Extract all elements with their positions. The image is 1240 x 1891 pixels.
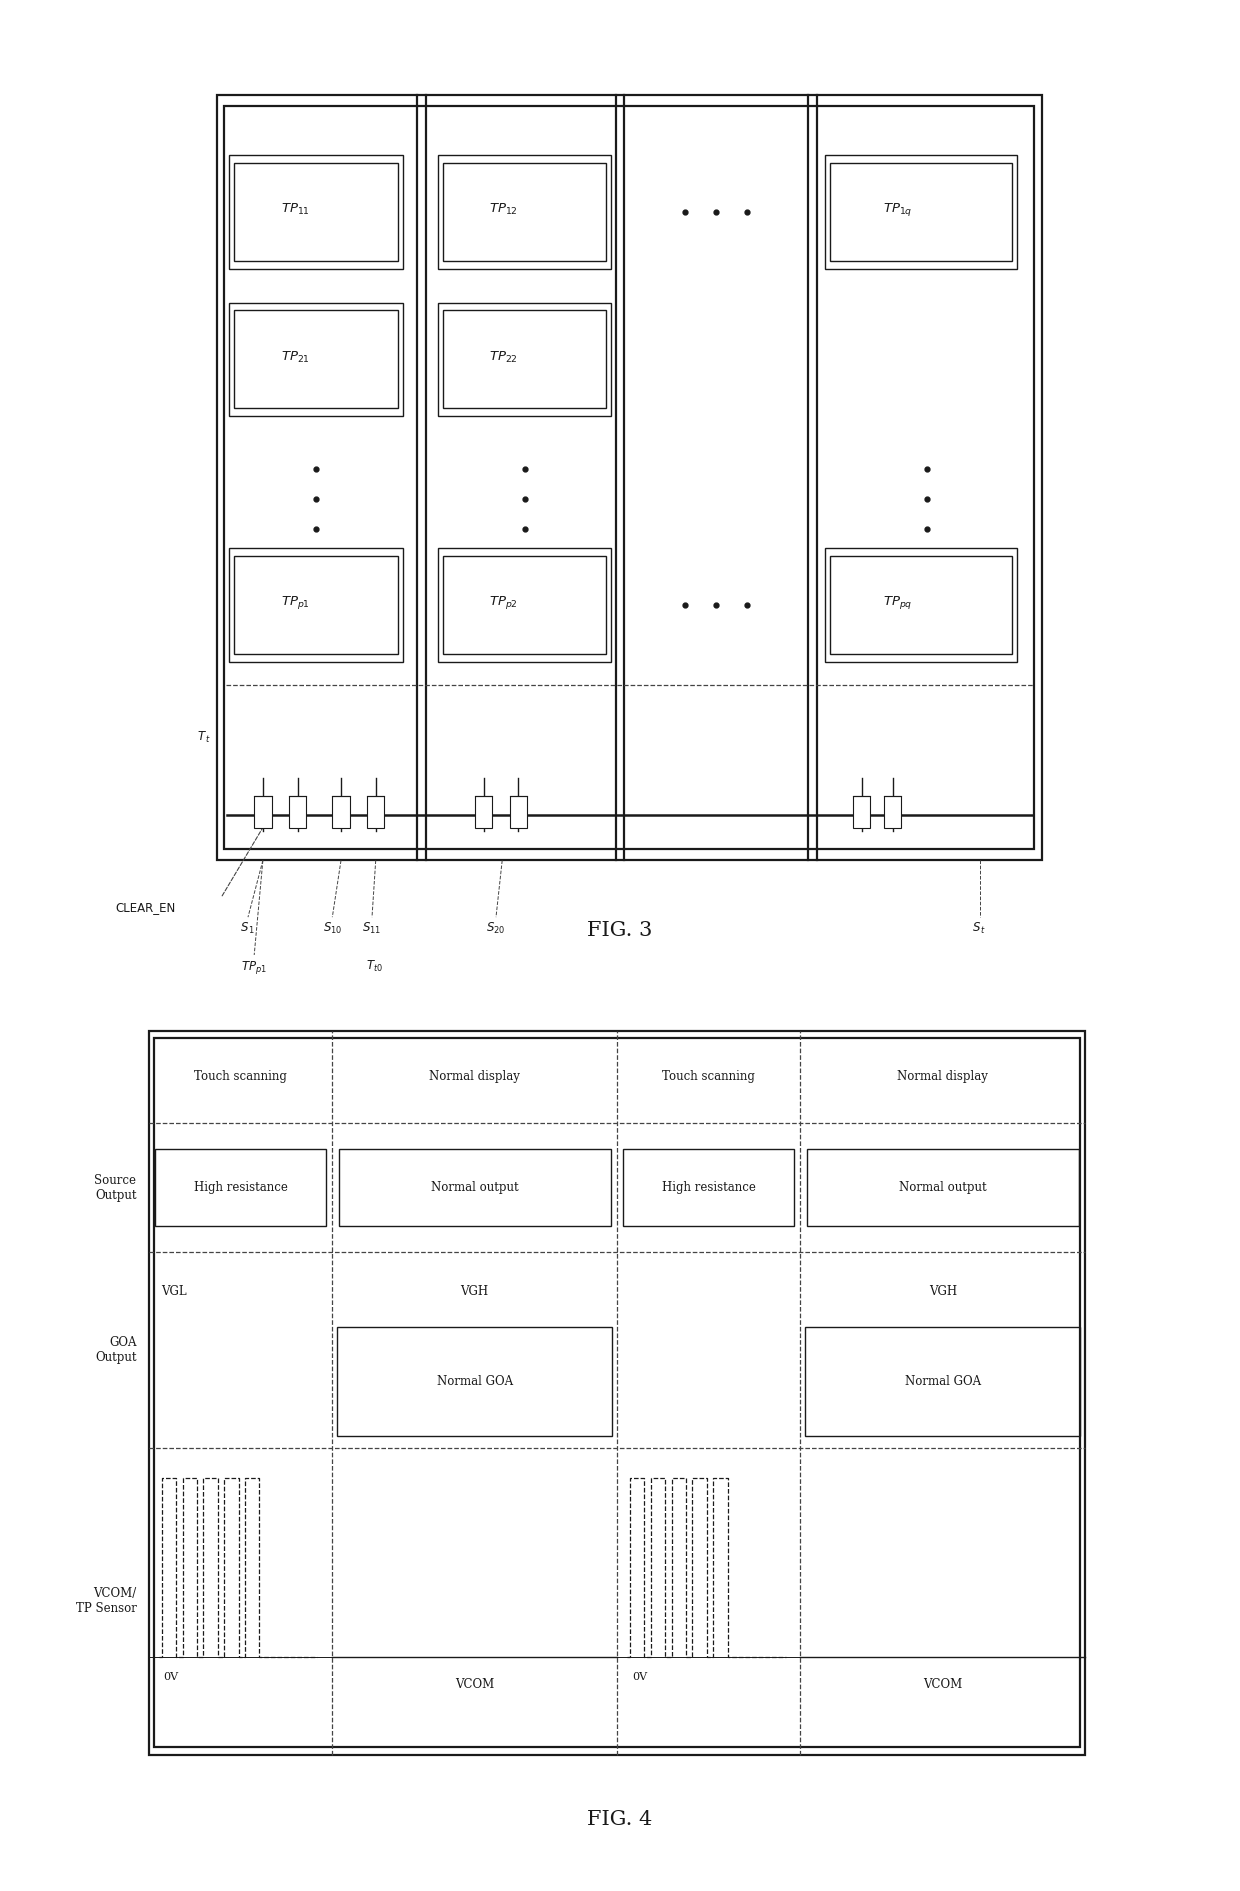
Text: VCOM: VCOM — [455, 1677, 495, 1691]
Bar — [337, 1326, 613, 1435]
Text: $S_{20}$: $S_{20}$ — [486, 921, 506, 936]
Text: $\mathit{TP}_{p1}$: $\mathit{TP}_{p1}$ — [281, 594, 310, 611]
Bar — [475, 796, 492, 828]
Text: Touch scanning: Touch scanning — [195, 1070, 286, 1084]
Text: VGL: VGL — [161, 1284, 187, 1297]
Text: $\mathit{TP}_{21}$: $\mathit{TP}_{21}$ — [281, 350, 310, 365]
Bar — [229, 155, 403, 269]
Text: FIG. 4: FIG. 4 — [588, 1810, 652, 1829]
Text: High resistance: High resistance — [662, 1182, 755, 1195]
Bar — [510, 796, 527, 828]
Text: $T_{t0}$: $T_{t0}$ — [366, 959, 383, 974]
Bar — [884, 796, 901, 828]
Text: $S_{\,1}$: $S_{\,1}$ — [241, 921, 255, 936]
Bar — [229, 548, 403, 662]
Text: $\mathit{TP}_{22}$: $\mathit{TP}_{22}$ — [490, 350, 518, 365]
Text: $\mathit{TP}_{12}$: $\mathit{TP}_{12}$ — [490, 202, 518, 217]
Bar — [289, 796, 306, 828]
Bar — [234, 310, 398, 408]
Text: Normal display: Normal display — [898, 1070, 988, 1084]
Bar — [367, 796, 384, 828]
Bar — [830, 163, 1012, 261]
Bar — [807, 1150, 1079, 1227]
Bar — [229, 303, 403, 416]
Bar — [853, 796, 870, 828]
Text: FIG. 3: FIG. 3 — [588, 921, 652, 940]
Text: CLEAR_EN: CLEAR_EN — [115, 902, 176, 913]
Text: Normal output: Normal output — [430, 1182, 518, 1195]
Bar — [806, 1326, 1080, 1435]
Text: Normal output: Normal output — [899, 1182, 987, 1195]
Text: GOA
Output: GOA Output — [95, 1335, 136, 1363]
Text: 0V: 0V — [632, 1672, 647, 1681]
Text: $\mathit{TP}_{11}$: $\mathit{TP}_{11}$ — [281, 202, 310, 217]
Text: $\mathit{TP}_{1q}$: $\mathit{TP}_{1q}$ — [883, 200, 913, 217]
Bar — [254, 796, 272, 828]
Bar — [234, 163, 398, 261]
Bar — [224, 106, 1034, 849]
Text: VCOM/
TP Sensor: VCOM/ TP Sensor — [76, 1587, 136, 1615]
Text: Source
Output: Source Output — [94, 1174, 136, 1203]
Bar — [154, 1038, 1080, 1747]
Text: High resistance: High resistance — [193, 1182, 288, 1195]
Text: $T_{\,t}$: $T_{\,t}$ — [197, 730, 211, 745]
Bar — [443, 556, 606, 654]
Text: $S_{\,t}$: $S_{\,t}$ — [972, 921, 987, 936]
Text: $\mathit{TP}_{pq}$: $\mathit{TP}_{pq}$ — [883, 594, 913, 611]
Bar — [825, 548, 1017, 662]
Bar — [624, 1150, 795, 1227]
Text: $\mathit{TP}_{p2}$: $\mathit{TP}_{p2}$ — [490, 594, 518, 611]
Bar — [438, 548, 611, 662]
Text: VCOM: VCOM — [923, 1677, 962, 1691]
Bar — [339, 1150, 611, 1227]
Text: Touch scanning: Touch scanning — [662, 1070, 755, 1084]
Bar — [830, 556, 1012, 654]
Bar — [332, 796, 350, 828]
Text: VGH: VGH — [929, 1284, 957, 1297]
Text: Normal GOA: Normal GOA — [436, 1375, 512, 1388]
Bar — [443, 310, 606, 408]
Text: $TP_{p1}$: $TP_{p1}$ — [242, 959, 267, 976]
Bar — [438, 155, 611, 269]
Text: $S_{11}$: $S_{11}$ — [362, 921, 382, 936]
Bar — [438, 303, 611, 416]
Bar — [155, 1150, 326, 1227]
Bar — [149, 1031, 1085, 1755]
Text: Normal GOA: Normal GOA — [905, 1375, 981, 1388]
Bar — [217, 95, 1042, 860]
Text: 0V: 0V — [164, 1672, 179, 1681]
Text: VGH: VGH — [460, 1284, 489, 1297]
Bar — [825, 155, 1017, 269]
Text: $S_{10}$: $S_{10}$ — [322, 921, 342, 936]
Text: Normal display: Normal display — [429, 1070, 520, 1084]
Bar — [234, 556, 398, 654]
Bar — [443, 163, 606, 261]
